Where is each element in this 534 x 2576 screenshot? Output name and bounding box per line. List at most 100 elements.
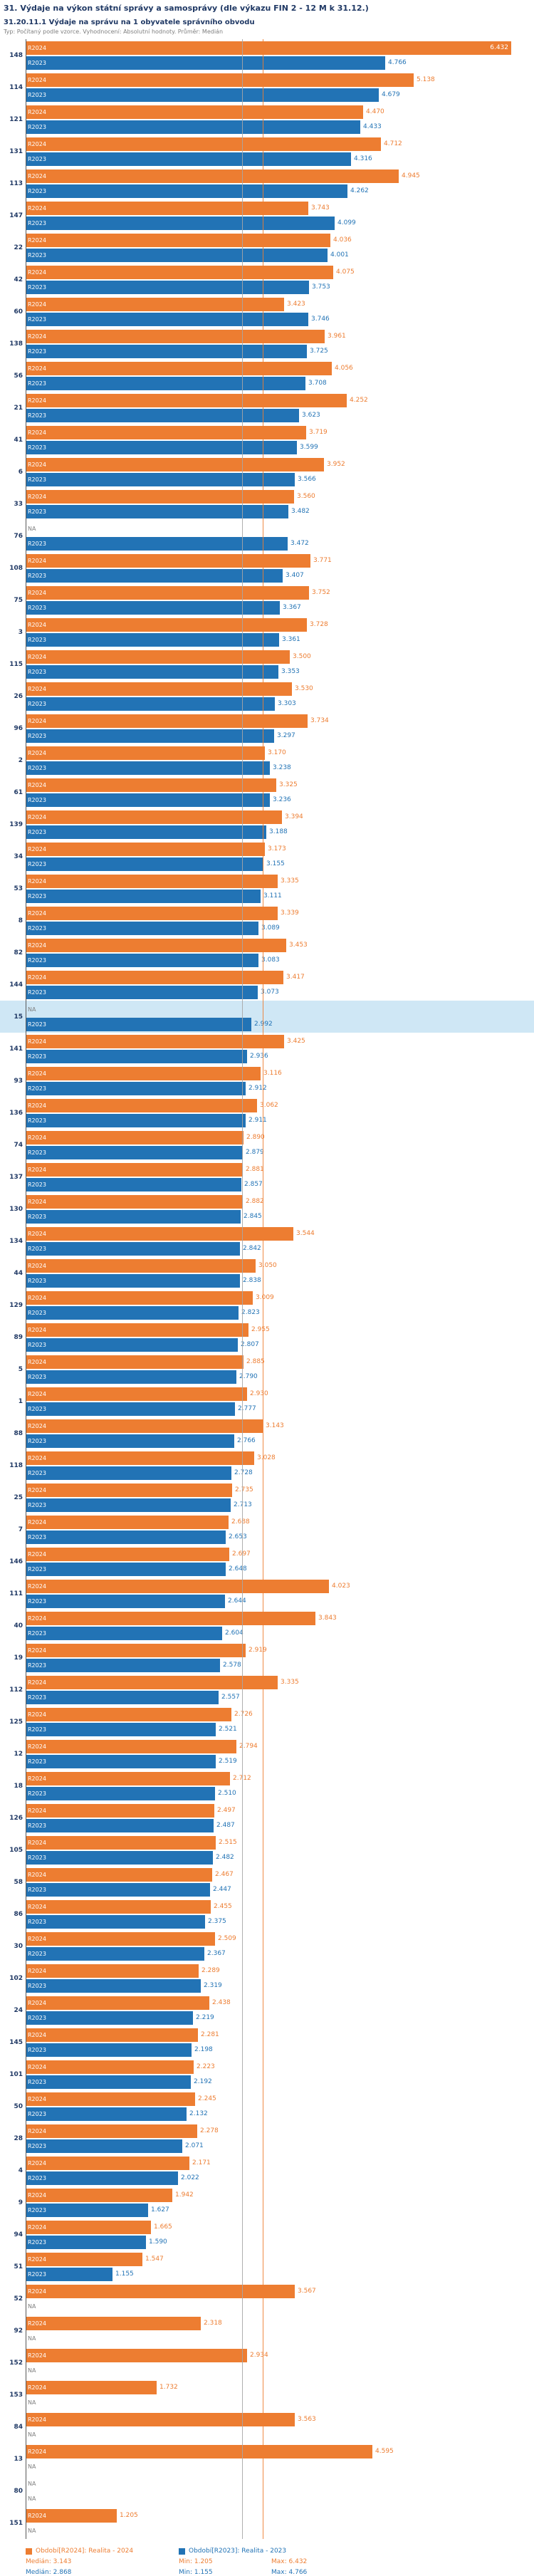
bar-group-28[interactable]: 28 R2024 2.278 R2023 2.071 xyxy=(0,2122,534,2154)
bar-r2023-26[interactable]: R2023 xyxy=(26,697,275,711)
bar-r2023-144[interactable]: R2023 xyxy=(26,985,258,999)
bar-r2023-111[interactable]: R2023 xyxy=(26,1594,225,1608)
bar-r2024-108[interactable]: R2024 xyxy=(26,553,310,568)
bar-r2024-148[interactable]: R2024 6.432 xyxy=(26,41,511,55)
bar-r2023-114[interactable]: R2023 xyxy=(26,88,379,102)
bar-r2023-12[interactable]: R2023 xyxy=(26,1754,216,1768)
bar-r2023-8[interactable]: R2023 xyxy=(26,921,258,935)
bar-group-3[interactable]: 3 R2024 3.728 R2023 3.361 xyxy=(0,616,534,648)
bar-r2024-19[interactable]: R2024 xyxy=(26,1643,246,1657)
bar-r2024-22[interactable]: R2024 xyxy=(26,233,330,247)
bar-r2024-60[interactable]: R2024 xyxy=(26,297,284,311)
bar-group-126[interactable]: 126 R2024 2.497 R2023 2.487 xyxy=(0,1802,534,1834)
bar-group-53[interactable]: 53 R2024 3.335 R2023 3.111 xyxy=(0,872,534,904)
bar-group-141[interactable]: 141 R2024 3.425 R2023 2.936 xyxy=(0,1033,534,1065)
bar-r2023-7[interactable]: R2023 xyxy=(26,1530,226,1544)
bar-r2024-130[interactable]: R2024 xyxy=(26,1194,243,1209)
bar-group-111[interactable]: 111 R2024 4.023 R2023 2.644 xyxy=(0,1578,534,1610)
bar-r2023-76[interactable]: R2023 xyxy=(26,536,288,551)
bar-r2023-74[interactable]: R2023 xyxy=(26,1145,243,1159)
bar-r2023-108[interactable]: R2023 xyxy=(26,568,283,583)
bar-r2024-86[interactable]: R2024 xyxy=(26,1899,211,1914)
bar-r2023-2[interactable]: R2023 xyxy=(26,761,270,775)
bar-r2023-41[interactable]: R2023 xyxy=(26,440,297,454)
bar-r2024-146[interactable]: R2024 xyxy=(26,1547,229,1561)
bar-r2024-136[interactable]: R2024 xyxy=(26,1098,257,1112)
bar-r2024-94[interactable]: R2024 xyxy=(26,2220,151,2234)
bar-group-153[interactable]: 153 R2024 1.732 NA xyxy=(0,2379,534,2411)
bar-r2024-3[interactable]: R2024 xyxy=(26,617,307,632)
bar-r2023-60[interactable]: R2023 xyxy=(26,312,308,326)
bar-r2023-28[interactable]: R2023 xyxy=(26,2139,182,2153)
bar-r2023-105[interactable]: R2023 xyxy=(26,1850,213,1865)
bar-group-146[interactable]: 146 R2024 2.697 R2023 2.648 xyxy=(0,1545,534,1578)
bar-r2023-40[interactable]: R2023 xyxy=(26,1626,222,1640)
bar-r2024-84[interactable]: R2024 xyxy=(26,2412,295,2426)
legend-item-2024[interactable]: Období[R2024]: Realita - 2024 xyxy=(26,2548,179,2555)
bar-r2024-125[interactable]: R2024 xyxy=(26,1707,231,1721)
bar-r2023-3[interactable]: R2023 xyxy=(26,632,279,647)
bar-r2024-147[interactable]: R2024 xyxy=(26,201,308,215)
bar-r2023-93[interactable]: R2023 xyxy=(26,1081,246,1095)
bar-group-113[interactable]: 113 R2024 4.945 R2023 4.262 xyxy=(0,167,534,199)
bar-group-26[interactable]: 26 R2024 3.530 R2023 3.303 xyxy=(0,680,534,712)
bar-r2024-92[interactable]: R2024 xyxy=(26,2316,201,2330)
bar-r2023-137[interactable]: R2023 xyxy=(26,1177,241,1191)
bar-r2024-24[interactable]: R2024 xyxy=(26,1996,209,2010)
bar-r2024-28[interactable]: R2024 xyxy=(26,2124,197,2138)
bar-r2023-131[interactable]: R2023 xyxy=(26,152,351,166)
bar-group-24[interactable]: 24 R2024 2.438 R2023 2.219 xyxy=(0,1994,534,2026)
bar-r2023-33[interactable]: R2023 xyxy=(26,504,288,518)
bar-group-129[interactable]: 129 R2024 3.009 R2023 2.823 xyxy=(0,1289,534,1321)
bar-r2024-44[interactable]: R2024 xyxy=(26,1258,256,1273)
bar-r2024-137[interactable]: R2024 xyxy=(26,1162,243,1177)
bar-r2024-118[interactable]: R2024 xyxy=(26,1451,254,1465)
bar-r2023-15[interactable]: R2023 xyxy=(26,1017,251,1031)
bar-r2023-50[interactable]: R2023 xyxy=(26,2107,187,2121)
bar-group-112[interactable]: 112 R2024 3.335 R2023 2.557 xyxy=(0,1674,534,1706)
bar-r2024-2[interactable]: R2024 xyxy=(26,746,265,760)
bar-group-4[interactable]: 4 R2024 2.171 R2023 2.022 xyxy=(0,2154,534,2186)
bar-r2024-89[interactable]: R2024 xyxy=(26,1323,248,1337)
bar-group-40[interactable]: 40 R2024 3.843 R2023 2.604 xyxy=(0,1610,534,1642)
bar-group-58[interactable]: 58 R2024 2.467 R2023 2.447 xyxy=(0,1866,534,1898)
bar-group-121[interactable]: 121 R2024 4.470 R2023 4.433 xyxy=(0,103,534,135)
bar-r2023-19[interactable]: R2023 xyxy=(26,1658,220,1672)
bar-r2023-113[interactable]: R2023 xyxy=(26,184,347,198)
bar-group-102[interactable]: 102 R2024 2.289 R2023 2.319 xyxy=(0,1962,534,1994)
bar-r2024-42[interactable]: R2024 xyxy=(26,265,333,279)
bar-group-92[interactable]: 92 R2024 2.318 NA xyxy=(0,2315,534,2347)
bar-group-134[interactable]: 134 R2024 3.544 R2023 2.842 xyxy=(0,1225,534,1257)
bar-group-52[interactable]: 52 R2024 3.567 NA xyxy=(0,2283,534,2315)
bar-group-108[interactable]: 108 R2024 3.771 R2023 3.407 xyxy=(0,552,534,584)
bar-r2024-21[interactable]: R2024 xyxy=(26,393,347,407)
bar-r2023-30[interactable]: R2023 xyxy=(26,1946,204,1961)
bar-r2023-89[interactable]: R2023 xyxy=(26,1337,238,1352)
bar-r2023-51[interactable]: R2023 xyxy=(26,2267,112,2281)
bar-r2024-88[interactable]: R2024 xyxy=(26,1419,263,1433)
bar-group-94[interactable]: 94 R2024 1.665 R2023 1.590 xyxy=(0,2218,534,2251)
bar-group-80[interactable]: 80 NA NA xyxy=(0,2475,534,2507)
bar-group-130[interactable]: 130 R2024 2.882 R2023 2.845 xyxy=(0,1193,534,1225)
bar-r2024-138[interactable]: R2024 xyxy=(26,329,325,343)
bar-r2023-44[interactable]: R2023 xyxy=(26,1273,240,1288)
bar-group-12[interactable]: 12 R2024 2.794 R2023 2.519 xyxy=(0,1738,534,1770)
bar-r2024-153[interactable]: R2024 xyxy=(26,2380,157,2394)
bar-group-13[interactable]: 13 R2024 4.595 NA xyxy=(0,2443,534,2475)
bar-group-151[interactable]: 151 R2024 1.205 NA xyxy=(0,2507,534,2539)
bar-r2023-112[interactable]: R2023 xyxy=(26,1690,219,1704)
bar-group-1[interactable]: 1 R2024 2.930 R2023 2.777 xyxy=(0,1385,534,1417)
bar-r2023-148[interactable]: R2023 xyxy=(26,56,385,70)
bar-r2024-134[interactable]: R2024 xyxy=(26,1226,293,1241)
bar-r2024-75[interactable]: R2024 xyxy=(26,585,309,600)
bar-r2023-24[interactable]: R2023 xyxy=(26,2011,193,2025)
bar-r2023-138[interactable]: R2023 xyxy=(26,344,307,358)
bar-group-82[interactable]: 82 R2024 3.453 R2023 3.083 xyxy=(0,937,534,969)
bar-group-88[interactable]: 88 R2024 3.143 R2023 2.766 xyxy=(0,1417,534,1449)
bar-r2024-105[interactable]: R2024 xyxy=(26,1835,216,1850)
bar-group-21[interactable]: 21 R2024 4.252 R2023 3.623 xyxy=(0,392,534,424)
bar-r2024-139[interactable]: R2024 xyxy=(26,810,282,824)
bar-r2024-50[interactable]: R2024 xyxy=(26,2092,195,2106)
bar-r2024-144[interactable]: R2024 xyxy=(26,970,283,984)
bar-r2023-146[interactable]: R2023 xyxy=(26,1562,226,1576)
